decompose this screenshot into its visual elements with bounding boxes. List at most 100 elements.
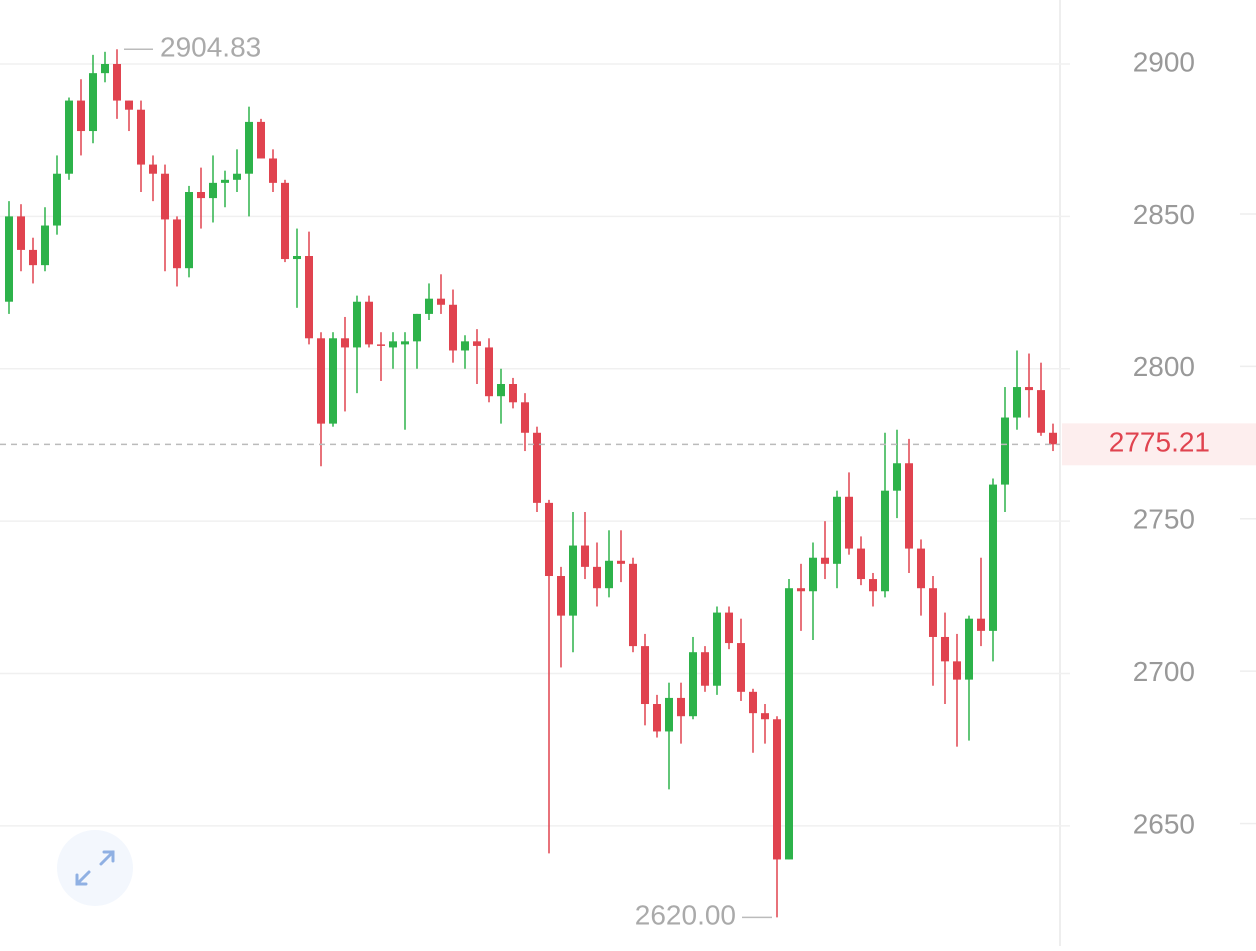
candle-body bbox=[869, 579, 877, 592]
candle-body bbox=[989, 484, 997, 631]
candle-body bbox=[305, 256, 313, 339]
candle-body bbox=[737, 643, 745, 692]
high-label: 2904.83 bbox=[160, 32, 261, 63]
candle-body bbox=[77, 100, 85, 132]
candle-body bbox=[617, 560, 625, 564]
candle-body bbox=[65, 100, 73, 174]
candle-body bbox=[653, 704, 661, 732]
candle-body bbox=[809, 557, 817, 592]
candle-body bbox=[509, 384, 517, 403]
candle-body bbox=[533, 432, 541, 503]
candle-body bbox=[293, 256, 301, 260]
y-tick-label: 2700 bbox=[1133, 656, 1195, 687]
last-price-box bbox=[1062, 423, 1256, 466]
candle-body bbox=[17, 216, 25, 250]
candle-body bbox=[953, 661, 961, 680]
candle-body bbox=[725, 612, 733, 644]
candle-body bbox=[701, 652, 709, 686]
candle-body bbox=[833, 496, 841, 564]
candle-body bbox=[221, 179, 229, 183]
candle-body bbox=[569, 545, 577, 616]
y-tick-label: 2900 bbox=[1133, 46, 1195, 77]
candle-body bbox=[473, 341, 481, 346]
candle-body bbox=[5, 216, 13, 302]
candle-body bbox=[137, 109, 145, 165]
y-tick-label: 2850 bbox=[1133, 199, 1195, 230]
candle-body bbox=[977, 618, 985, 631]
candle-body bbox=[893, 463, 901, 491]
candle-body bbox=[881, 490, 889, 592]
candle-body bbox=[785, 588, 793, 860]
candle-body bbox=[941, 636, 949, 662]
candle-body bbox=[353, 301, 361, 348]
candle-body bbox=[185, 192, 193, 269]
candle-body bbox=[53, 173, 61, 226]
candle-body bbox=[89, 73, 97, 132]
y-tick-label: 2650 bbox=[1133, 808, 1195, 839]
candle-body bbox=[773, 719, 781, 860]
expand-button[interactable] bbox=[57, 830, 133, 906]
candle-body bbox=[1013, 387, 1021, 418]
candle-body bbox=[401, 341, 409, 345]
candle-body bbox=[449, 304, 457, 351]
candle-body bbox=[29, 249, 37, 266]
candle-body bbox=[149, 164, 157, 174]
candle-body bbox=[269, 158, 277, 183]
candle-body bbox=[341, 338, 349, 348]
candle-body bbox=[437, 298, 445, 305]
candle-body bbox=[689, 652, 697, 717]
candle-body bbox=[929, 588, 937, 637]
candle-body bbox=[641, 646, 649, 705]
candle-body bbox=[593, 566, 601, 589]
candle-body bbox=[413, 313, 421, 342]
candle-body bbox=[1049, 432, 1057, 445]
candle-body bbox=[1001, 417, 1009, 485]
candle-body bbox=[329, 338, 337, 424]
candle-body bbox=[629, 563, 637, 647]
candle-body bbox=[821, 557, 829, 564]
y-tick-label: 2800 bbox=[1133, 351, 1195, 382]
candle-body bbox=[161, 173, 169, 220]
candle-body bbox=[521, 402, 529, 433]
candle-body bbox=[965, 618, 973, 680]
candle-body bbox=[545, 502, 553, 577]
candle-body bbox=[797, 588, 805, 592]
candle-body bbox=[113, 64, 121, 101]
last-price-label: 2775.21 bbox=[1109, 427, 1210, 458]
candle-body bbox=[917, 548, 925, 589]
candle-body bbox=[41, 225, 49, 266]
candle-body bbox=[233, 173, 241, 180]
candle-body bbox=[197, 192, 205, 199]
candle-body bbox=[677, 697, 685, 717]
candle-body bbox=[713, 612, 721, 686]
candle-body bbox=[749, 691, 757, 714]
candle-body bbox=[281, 182, 289, 260]
candle-body bbox=[845, 496, 853, 549]
candle-body bbox=[173, 219, 181, 269]
candle-body bbox=[425, 298, 433, 314]
candle-body bbox=[857, 548, 865, 580]
candle-body bbox=[1037, 390, 1045, 433]
candle-body bbox=[257, 121, 265, 159]
candle-body bbox=[389, 341, 397, 348]
candle-body bbox=[245, 121, 253, 174]
candle-body bbox=[101, 64, 109, 74]
candle-body bbox=[665, 697, 673, 732]
candle-body bbox=[365, 301, 373, 345]
candle-body bbox=[377, 344, 385, 346]
candle-body bbox=[605, 560, 613, 589]
candle-body bbox=[581, 545, 589, 567]
candle-body bbox=[317, 338, 325, 424]
candle-body bbox=[1025, 387, 1033, 391]
candle-body bbox=[761, 713, 769, 720]
candle-body bbox=[497, 384, 505, 397]
y-tick-label: 2750 bbox=[1133, 504, 1195, 535]
candle-body bbox=[557, 576, 565, 616]
candle-body bbox=[485, 347, 493, 397]
low-label: 2620.00 bbox=[635, 900, 736, 931]
candle-body bbox=[125, 100, 133, 110]
candle-body bbox=[461, 341, 469, 351]
candle-body bbox=[209, 182, 217, 199]
candle-body bbox=[905, 463, 913, 549]
